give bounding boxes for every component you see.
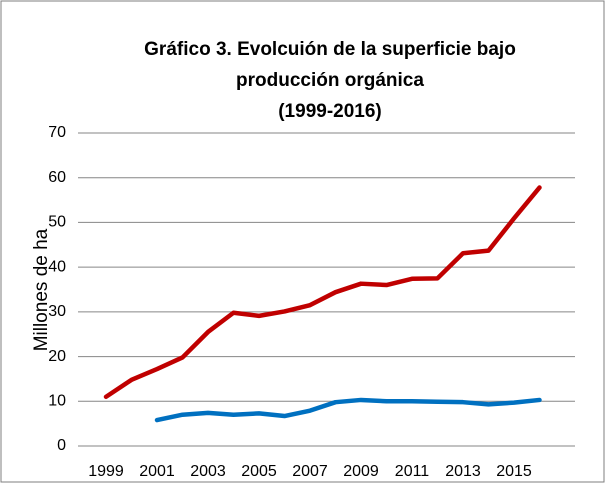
x-tick-label: 2003 [190, 463, 226, 480]
y-tick-label: 60 [48, 169, 66, 186]
x-tick-label: 2007 [292, 463, 328, 480]
x-tick-label: 1999 [88, 463, 124, 480]
y-tick-label: 30 [48, 303, 66, 320]
y-tick-label: 20 [48, 348, 66, 365]
y-tick-label: 70 [48, 124, 66, 141]
chart-title: Gráfico 3. Evolcuión de la superficie ba… [144, 39, 516, 60]
line-series [154, 397, 542, 423]
chart-title: (1999-2016) [278, 101, 382, 122]
y-tick-label: 50 [48, 214, 66, 231]
x-tick-label: 2001 [139, 463, 175, 480]
y-tick-label: 10 [48, 393, 66, 410]
x-tick-label: 2015 [496, 463, 532, 480]
y-tick-label: 40 [48, 258, 66, 275]
y-axis-label: Millones de ha [31, 228, 52, 351]
y-tick-label: 0 [57, 437, 66, 454]
x-tick-label: 2005 [241, 463, 277, 480]
x-tick-label: 2011 [395, 463, 430, 480]
x-tick-label: 2009 [343, 463, 379, 480]
x-tick-label: 2013 [445, 463, 481, 480]
line-series [103, 185, 542, 400]
chart-title: producción orgánica [236, 70, 424, 91]
